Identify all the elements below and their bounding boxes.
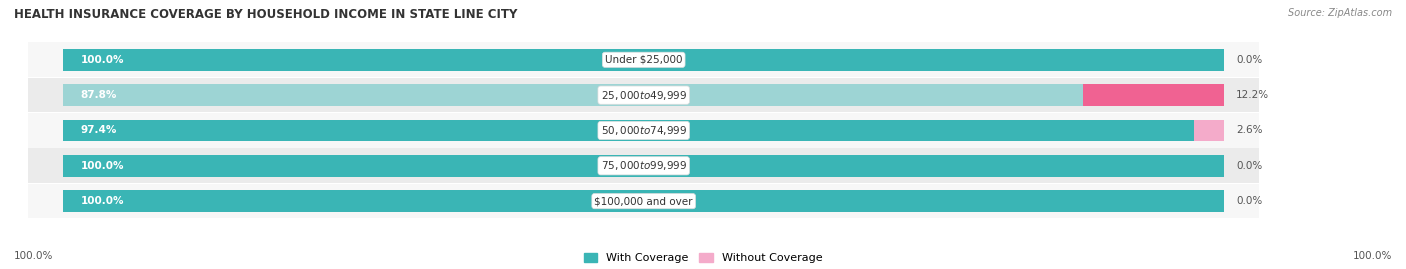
Text: 2.6%: 2.6% xyxy=(1236,125,1263,136)
Text: 100.0%: 100.0% xyxy=(80,55,124,65)
Bar xyxy=(63,155,1225,177)
Text: 12.2%: 12.2% xyxy=(1236,90,1270,100)
Text: Under $25,000: Under $25,000 xyxy=(605,55,682,65)
Bar xyxy=(1194,119,1225,141)
Text: $100,000 and over: $100,000 and over xyxy=(595,196,693,206)
Bar xyxy=(28,184,1260,218)
Text: 87.8%: 87.8% xyxy=(80,90,117,100)
Text: $75,000 to $99,999: $75,000 to $99,999 xyxy=(600,159,688,172)
Bar xyxy=(63,49,1225,71)
Text: 100.0%: 100.0% xyxy=(80,196,124,206)
Text: HEALTH INSURANCE COVERAGE BY HOUSEHOLD INCOME IN STATE LINE CITY: HEALTH INSURANCE COVERAGE BY HOUSEHOLD I… xyxy=(14,8,517,21)
Text: Source: ZipAtlas.com: Source: ZipAtlas.com xyxy=(1288,8,1392,18)
Bar xyxy=(1083,84,1225,106)
Legend: With Coverage, Without Coverage: With Coverage, Without Coverage xyxy=(583,253,823,263)
Bar xyxy=(28,148,1260,183)
Text: 0.0%: 0.0% xyxy=(1236,161,1263,171)
Text: 97.4%: 97.4% xyxy=(80,125,117,136)
Text: 100.0%: 100.0% xyxy=(1353,251,1392,261)
Text: 100.0%: 100.0% xyxy=(80,161,124,171)
Text: 0.0%: 0.0% xyxy=(1236,55,1263,65)
Bar xyxy=(28,43,1260,77)
Text: $50,000 to $74,999: $50,000 to $74,999 xyxy=(600,124,688,137)
Text: 100.0%: 100.0% xyxy=(14,251,53,261)
Text: $25,000 to $49,999: $25,000 to $49,999 xyxy=(600,89,688,102)
Bar xyxy=(28,78,1260,112)
Bar xyxy=(28,113,1260,148)
Bar xyxy=(63,119,1194,141)
Bar xyxy=(63,190,1225,212)
Text: 0.0%: 0.0% xyxy=(1236,196,1263,206)
Bar xyxy=(63,84,1083,106)
